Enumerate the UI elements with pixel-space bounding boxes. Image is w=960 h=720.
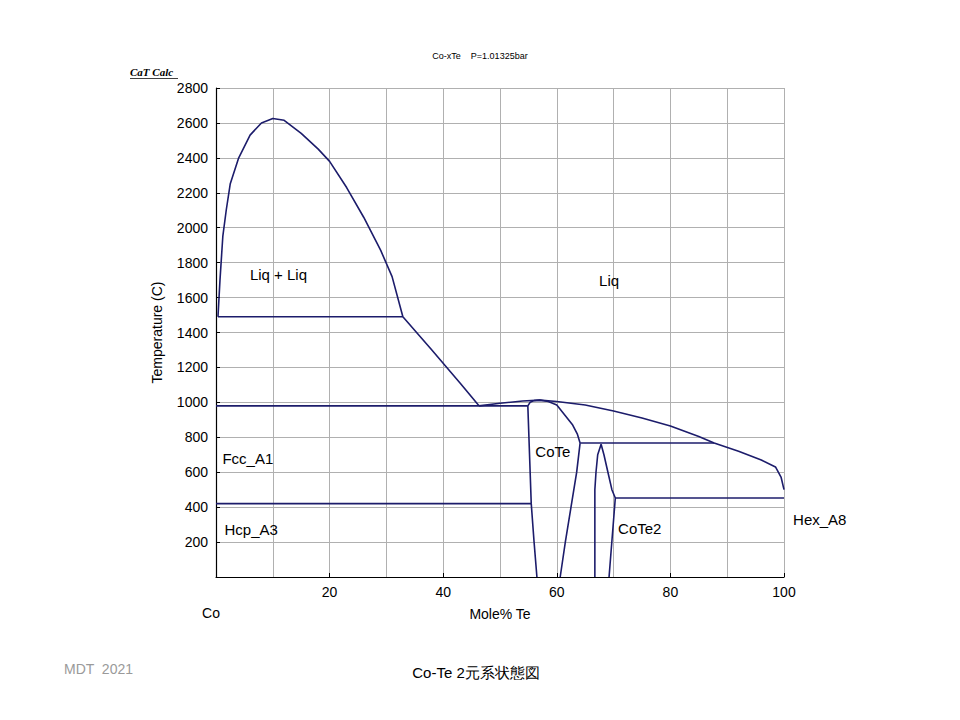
svg-text:2600: 2600 — [177, 115, 208, 131]
svg-text:1800: 1800 — [177, 255, 208, 271]
svg-text:20: 20 — [322, 584, 338, 600]
svg-text:Co: Co — [202, 605, 220, 621]
svg-text:1600: 1600 — [177, 290, 208, 306]
svg-text:Fcc_A1: Fcc_A1 — [222, 450, 273, 467]
svg-text:Liq + Liq: Liq + Liq — [250, 266, 307, 283]
svg-text:200: 200 — [185, 534, 209, 550]
svg-text:Liq: Liq — [599, 272, 619, 289]
svg-text:400: 400 — [185, 499, 209, 515]
svg-text:Hcp_A3: Hcp_A3 — [225, 521, 278, 538]
svg-text:2200: 2200 — [177, 185, 208, 201]
svg-text:2000: 2000 — [177, 220, 208, 236]
svg-text:600: 600 — [185, 464, 209, 480]
svg-text:Mole% Te: Mole% Te — [469, 606, 530, 622]
svg-text:800: 800 — [185, 429, 209, 445]
svg-text:Hex_A8: Hex_A8 — [793, 511, 846, 528]
svg-text:CoTe: CoTe — [535, 443, 570, 460]
svg-text:Co-Te 2元系状態図: Co-Te 2元系状態図 — [412, 664, 540, 681]
svg-text:1200: 1200 — [177, 359, 208, 375]
svg-text:80: 80 — [663, 584, 679, 600]
svg-text:2800: 2800 — [177, 80, 208, 96]
svg-text:1400: 1400 — [177, 325, 208, 341]
svg-text:CaT Calc: CaT Calc — [130, 66, 173, 78]
svg-text:1000: 1000 — [177, 394, 208, 410]
svg-text:Temperature (C): Temperature (C) — [149, 282, 165, 384]
svg-text:60: 60 — [549, 584, 565, 600]
svg-text:2400: 2400 — [177, 150, 208, 166]
svg-text:40: 40 — [435, 584, 451, 600]
svg-text:CoTe2: CoTe2 — [618, 520, 661, 537]
svg-text:Co-xTe P=1.01325bar: Co-xTe P=1.01325bar — [432, 51, 527, 61]
svg-text:100: 100 — [772, 584, 796, 600]
svg-text:MDT 2021: MDT 2021 — [64, 661, 133, 677]
